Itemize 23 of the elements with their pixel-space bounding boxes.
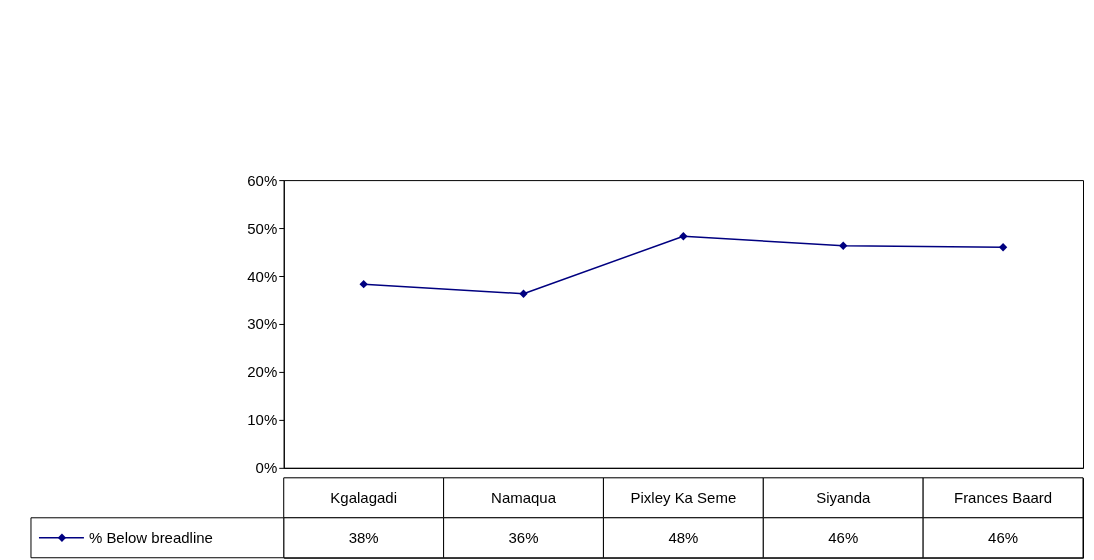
y-tick-label: 40%: [247, 267, 278, 285]
point: [519, 289, 528, 298]
point: [998, 243, 1008, 252]
y-tick-label: 0%: [255, 459, 278, 477]
data-label: 48%: [668, 528, 699, 546]
data-label: 38%: [348, 528, 379, 546]
y-tick-label: 60%: [247, 171, 278, 189]
point: [679, 232, 688, 241]
x-tick-label: Pixley Ka Seme: [630, 488, 737, 506]
data-label: 46%: [828, 528, 859, 546]
x-tick-label: Namaqua: [491, 488, 557, 506]
point: [359, 279, 368, 289]
y-tick-label: 30%: [247, 315, 278, 333]
y-tick-label: 20%: [247, 363, 278, 381]
point: [839, 241, 848, 250]
data-label: 46%: [988, 528, 1019, 546]
x-tick-label: Siyanda: [816, 488, 871, 506]
legend-label: % Below breadline: [88, 528, 213, 546]
x-tick-label: Kgalagadi: [330, 488, 397, 506]
data-label: 36%: [508, 528, 539, 546]
y-tick-label: 50%: [247, 219, 278, 237]
y-tick-label: 10%: [247, 411, 278, 429]
x-tick-label: Frances Baard: [953, 488, 1053, 506]
